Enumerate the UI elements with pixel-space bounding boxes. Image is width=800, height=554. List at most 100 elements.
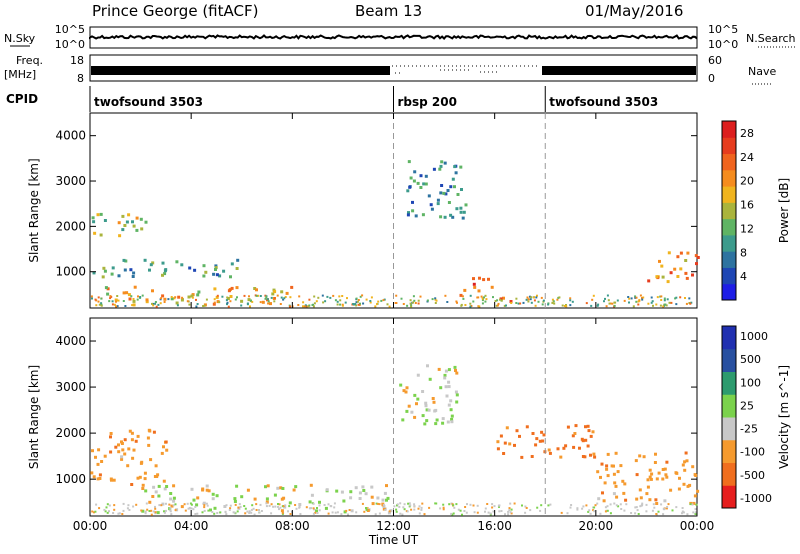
data-cell	[500, 299, 503, 302]
data-cell	[486, 503, 489, 505]
data-cell	[481, 302, 484, 305]
data-cell	[669, 271, 673, 275]
data-cell	[111, 303, 114, 306]
data-cell	[606, 509, 609, 512]
data-cell	[97, 448, 101, 452]
data-cell	[649, 477, 653, 481]
data-cell	[298, 295, 301, 298]
data-cell	[534, 443, 538, 447]
data-cell	[218, 301, 221, 304]
data-cell	[409, 504, 412, 507]
colorbar-tick: 500	[740, 353, 761, 366]
data-cell	[456, 301, 458, 304]
data-cell	[564, 444, 568, 448]
data-cell	[586, 424, 590, 428]
data-cell	[93, 511, 95, 514]
data-cell	[329, 296, 332, 299]
data-cell	[472, 277, 475, 281]
data-cell	[547, 504, 550, 507]
data-cell	[123, 268, 127, 272]
data-cell	[106, 292, 110, 296]
y-tick-label: 2000	[55, 219, 86, 233]
data-cell	[261, 300, 265, 304]
data-cell	[175, 260, 179, 264]
data-cell	[117, 274, 121, 278]
data-cell	[143, 258, 147, 262]
data-cell	[161, 294, 165, 298]
data-cell	[491, 503, 494, 506]
data-cell	[127, 293, 131, 297]
data-cell	[341, 295, 344, 297]
data-cell	[413, 393, 417, 397]
data-cell	[695, 262, 698, 266]
data-cell	[152, 430, 156, 434]
data-cell	[403, 503, 406, 506]
data-cell	[495, 304, 498, 307]
data-cell	[161, 502, 165, 506]
data-cell	[211, 511, 214, 513]
data-cell	[519, 302, 522, 305]
data-cell	[100, 304, 103, 307]
data-cell	[240, 299, 244, 303]
data-cell	[473, 511, 476, 514]
data-cell	[408, 185, 412, 189]
data-cell	[414, 214, 418, 218]
data-cell	[645, 492, 649, 496]
data-cell	[163, 510, 165, 513]
data-cell	[170, 296, 173, 298]
data-cell	[302, 305, 304, 308]
data-cell	[505, 304, 507, 307]
data-cell	[694, 254, 698, 258]
data-cell	[224, 511, 227, 514]
data-cell	[255, 503, 258, 506]
data-cell	[369, 300, 372, 302]
data-cell	[427, 408, 431, 412]
data-cell	[123, 224, 127, 227]
data-cell	[472, 282, 476, 286]
data-cell	[675, 296, 678, 299]
data-cell	[150, 513, 153, 516]
nsky-bottom-tick: 10^0	[55, 38, 85, 51]
data-cell	[451, 177, 455, 181]
data-cell	[606, 505, 609, 508]
data-cell	[236, 510, 239, 513]
data-cell	[331, 511, 334, 514]
data-cell	[442, 508, 445, 511]
data-cell	[132, 303, 136, 307]
data-cell	[117, 221, 121, 225]
colorbar-tick: 100	[740, 376, 761, 389]
data-cell	[214, 268, 217, 271]
data-cell	[439, 215, 443, 219]
data-cell	[385, 498, 388, 502]
data-cell	[455, 371, 459, 375]
data-cell	[330, 505, 333, 508]
data-cell	[132, 505, 135, 508]
data-cell	[574, 424, 578, 428]
data-cell	[533, 299, 536, 302]
data-cell	[613, 481, 617, 485]
data-cell	[251, 300, 254, 303]
data-cell	[409, 302, 412, 305]
x-tick-label: 08:00	[275, 519, 310, 533]
data-cell	[684, 271, 688, 275]
data-cell	[196, 293, 200, 297]
data-cell	[144, 489, 148, 493]
data-cell	[455, 503, 458, 506]
data-cell	[117, 450, 121, 454]
data-cell	[91, 449, 94, 453]
data-cell	[454, 369, 457, 372]
data-cell	[354, 303, 357, 305]
data-cell	[169, 509, 172, 512]
data-cell	[248, 510, 251, 513]
data-cell	[484, 294, 487, 297]
data-cell	[634, 459, 638, 463]
data-cell	[669, 488, 673, 492]
colorbar-swatch	[722, 394, 736, 418]
colorbar: 1000 500 100 25 -25 -100 -500 -1000 Velocity [m …	[721, 325, 791, 509]
data-cell	[98, 473, 102, 477]
data-cell	[444, 385, 448, 389]
data-cell	[502, 296, 505, 300]
data-cell	[132, 224, 136, 228]
data-cell	[151, 289, 154, 293]
data-cell	[280, 290, 284, 294]
